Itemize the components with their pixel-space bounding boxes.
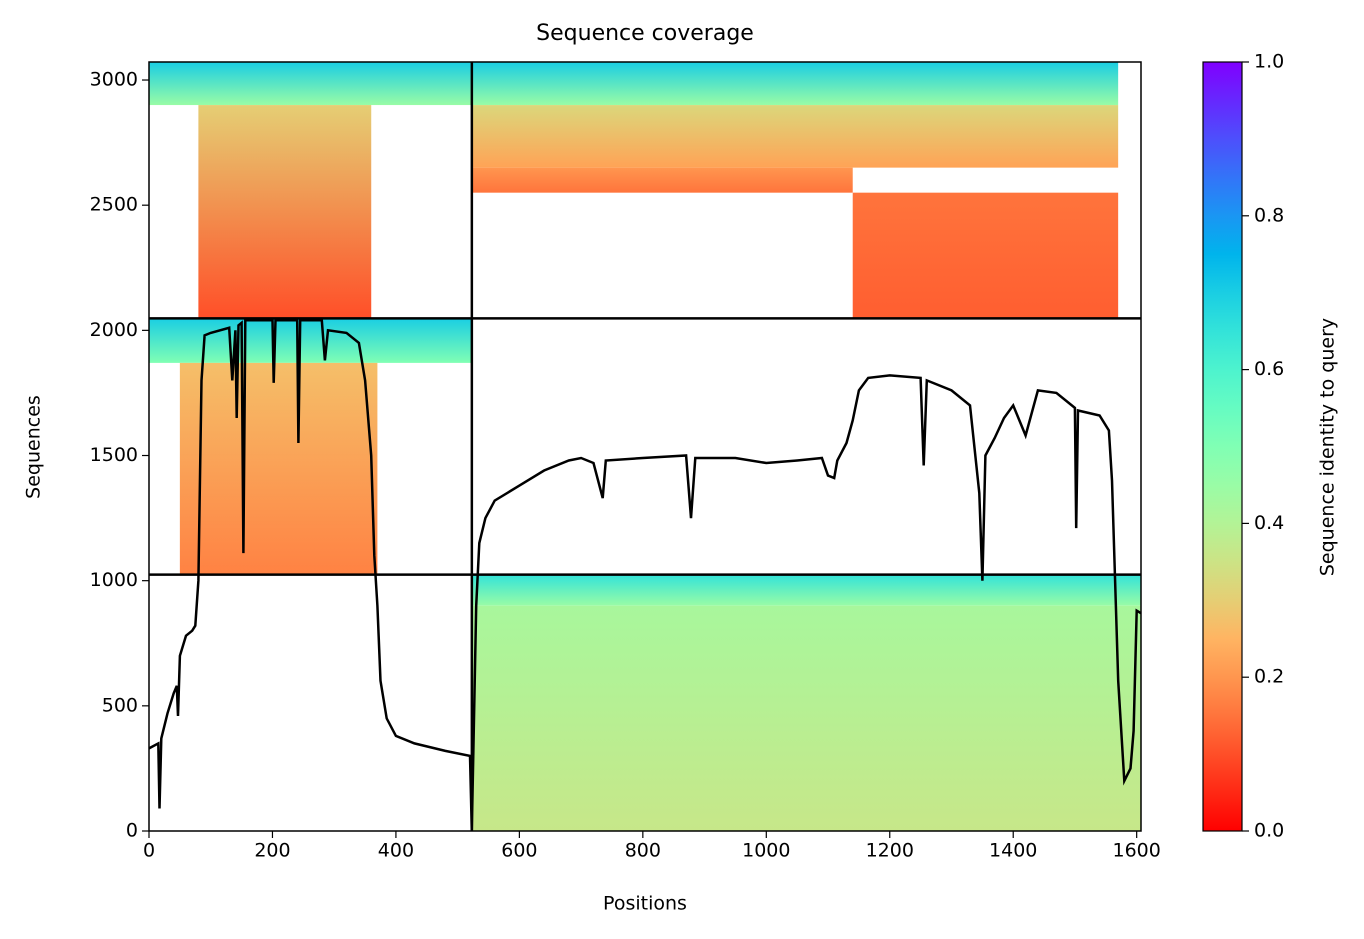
colorbar-tick-label: 0.4 [1254, 512, 1284, 534]
msa-block [471, 605, 1141, 831]
colorbar-tick-label: 0.0 [1254, 820, 1284, 842]
colorbar-tick-label: 1.0 [1254, 51, 1284, 73]
y-tick-label: 0 [126, 820, 138, 842]
msa-block [471, 574, 1141, 606]
msa-block [471, 105, 1119, 168]
x-tick-label: 1200 [866, 840, 914, 862]
msa-block [149, 318, 472, 363]
chart-title: Sequence coverage [536, 21, 754, 46]
x-tick-label: 0 [143, 840, 155, 862]
x-tick-label: 1600 [1112, 840, 1160, 862]
msa-block [179, 362, 378, 575]
y-tick-label: 1500 [90, 444, 138, 466]
x-axis-label: Positions [603, 893, 687, 915]
x-tick-label: 1400 [989, 840, 1037, 862]
coverage-line [148, 319, 1142, 832]
msa-block [471, 62, 1119, 106]
y-tick-label: 3000 [90, 69, 138, 91]
msa-block [471, 167, 853, 193]
y-tick-label: 2000 [90, 319, 138, 341]
x-tick-label: 1000 [742, 840, 790, 862]
colorbar-tick-label: 0.8 [1254, 204, 1284, 226]
x-tick-label: 800 [625, 840, 661, 862]
x-tick-label: 200 [254, 840, 290, 862]
msa-block [149, 62, 472, 106]
colorbar-tick-label: 0.2 [1254, 666, 1284, 688]
y-tick-label: 1000 [90, 569, 138, 591]
y-tick-label: 500 [102, 694, 138, 716]
x-tick-label: 400 [378, 840, 414, 862]
colorbar [1202, 61, 1243, 832]
colorbar-tick-label: 0.6 [1254, 358, 1284, 380]
x-tick-label: 600 [501, 840, 537, 862]
colorbar-label: Sequence identity to query [1317, 318, 1339, 576]
plot-frame [148, 61, 1142, 832]
y-tick-label: 2500 [90, 194, 138, 216]
y-axis-label: Sequences [23, 395, 45, 499]
msa-block [852, 192, 1119, 319]
msa-block [198, 105, 372, 319]
